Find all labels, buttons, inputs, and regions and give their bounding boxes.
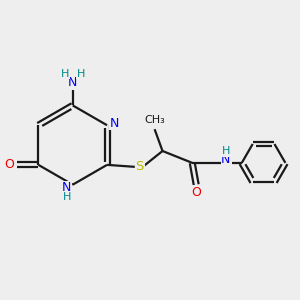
Text: H: H	[61, 69, 69, 79]
Text: H: H	[222, 146, 230, 156]
Text: S: S	[136, 160, 144, 173]
Text: H: H	[76, 69, 85, 79]
Text: H: H	[63, 192, 71, 202]
Text: O: O	[191, 186, 201, 199]
Text: N: N	[68, 76, 77, 89]
Text: N: N	[62, 181, 71, 194]
Text: CH₃: CH₃	[144, 115, 165, 125]
Text: N: N	[221, 153, 231, 167]
Text: O: O	[5, 158, 15, 171]
Text: N: N	[109, 117, 119, 130]
